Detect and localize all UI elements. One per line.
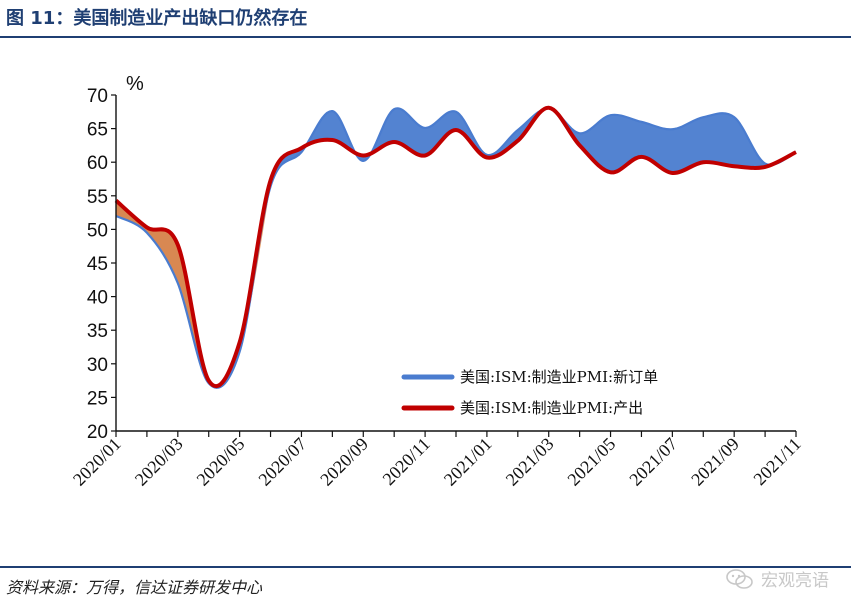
- x-tick-label-2020/09: 2020/09: [316, 434, 372, 490]
- legend-label-new-orders: 美国:ISM:制造业PMI:新订单: [460, 368, 658, 386]
- gap-fill-layer: [116, 107, 796, 388]
- x-tick-label-2020/05: 2020/05: [193, 434, 249, 490]
- y-unit-label: %: [126, 73, 144, 95]
- point-new-orders-2020/09: [362, 159, 365, 162]
- point-new-orders-2021/08: [702, 116, 705, 119]
- point-output-2020/09: [362, 154, 365, 157]
- y-tick-label-50: 50: [87, 220, 108, 241]
- legend-label-output: 美国:ISM:制造业PMI:产出: [460, 399, 643, 417]
- x-tick-label-2021/03: 2021/03: [502, 434, 558, 490]
- point-output-2020/06: [269, 179, 272, 182]
- x-tick-label-2020/03: 2020/03: [131, 434, 187, 490]
- point-output-2021/09: [733, 165, 736, 168]
- point-new-orders-2020/03: [176, 282, 179, 285]
- point-new-orders-2020/06: [269, 185, 272, 188]
- x-tick-label-2021/11: 2021/11: [749, 434, 804, 489]
- point-new-orders-2021/05: [609, 114, 612, 117]
- point-output-2020/11: [424, 154, 427, 157]
- point-output-2021/04: [578, 144, 581, 147]
- point-output-2020/10: [393, 141, 396, 144]
- watermark: 宏观亮语: [725, 566, 829, 591]
- point-new-orders-2020/08: [331, 110, 334, 113]
- wechat-icon: [726, 568, 753, 589]
- point-output-2021/02: [516, 139, 519, 142]
- point-new-orders-2021/09: [733, 116, 736, 119]
- point-output-2021/03: [547, 106, 550, 109]
- y-tick-label-70: 70: [87, 86, 108, 107]
- y-tick-label-55: 55: [87, 187, 108, 208]
- point-output-2021/07: [671, 171, 674, 174]
- y-tick-label-25: 25: [87, 388, 108, 409]
- x-tick-label-2021/09: 2021/09: [687, 434, 743, 490]
- point-new-orders-2020/10: [393, 108, 396, 111]
- x-tick-label-2021/05: 2021/05: [564, 434, 620, 490]
- point-output-2021/08: [702, 161, 705, 164]
- series-line-layer: [114, 105, 798, 389]
- output-gap-band: [116, 107, 796, 388]
- x-tick-label-2021/01: 2021/01: [440, 434, 496, 490]
- x-tick-label-2020/11: 2020/11: [379, 434, 434, 489]
- source-note: 资料来源：万得，信达证券研发中心: [6, 578, 263, 597]
- point-output-2021/10: [764, 165, 767, 168]
- chart-title: 图 11：美国制造业产出缺口仍然存在: [6, 8, 308, 29]
- negative-gap-band: [116, 180, 271, 388]
- point-output-2020/07: [300, 147, 303, 150]
- y-tick-label-30: 30: [87, 355, 108, 376]
- point-new-orders-2020/07: [300, 151, 303, 154]
- point-output-2020/03: [176, 243, 179, 246]
- y-tick-label-65: 65: [87, 120, 108, 141]
- point-output-2021/06: [640, 155, 643, 158]
- point-output-2020/04: [207, 379, 210, 382]
- point-new-orders-2020/11: [424, 126, 427, 129]
- point-output-2020/08: [331, 139, 334, 142]
- point-new-orders-2021/02: [516, 128, 519, 131]
- title-divider: [0, 36, 851, 38]
- y-tick-label-60: 60: [87, 153, 108, 174]
- point-new-orders-2021/04: [578, 132, 581, 135]
- point-output-2020/05: [238, 341, 241, 344]
- point-output-2021/05: [609, 171, 612, 174]
- point-new-orders-2020/04: [207, 382, 210, 385]
- point-output-2021/01: [485, 156, 488, 159]
- point-output-2020/02: [145, 226, 148, 229]
- point-new-orders-2021/07: [671, 128, 674, 131]
- point-new-orders-2021/10: [764, 162, 767, 165]
- y-tick-label-20: 20: [87, 422, 108, 443]
- x-tick-label-2021/07: 2021/07: [625, 434, 681, 490]
- point-new-orders-2021/06: [640, 120, 643, 123]
- watermark-text: 宏观亮语: [761, 571, 829, 591]
- y-tick-label-40: 40: [87, 288, 108, 309]
- series-line-new-orders: [115, 107, 797, 389]
- footer-divider: [0, 566, 851, 568]
- series-line-output: [114, 105, 797, 389]
- point-new-orders-2020/12: [455, 110, 458, 113]
- point-output-2021/11: [795, 151, 798, 154]
- point-new-orders-2020/05: [238, 350, 241, 353]
- point-output-2020/12: [455, 128, 458, 131]
- y-tick-label-35: 35: [87, 321, 108, 342]
- y-tick-label-45: 45: [87, 254, 108, 275]
- legend: 美国:ISM:制造业PMI:新订单 美国:ISM:制造业PMI:产出: [401, 368, 658, 417]
- point-new-orders-2020/02: [145, 231, 148, 234]
- point-new-orders-2021/01: [485, 153, 488, 156]
- x-tick-label-2020/07: 2020/07: [254, 434, 310, 490]
